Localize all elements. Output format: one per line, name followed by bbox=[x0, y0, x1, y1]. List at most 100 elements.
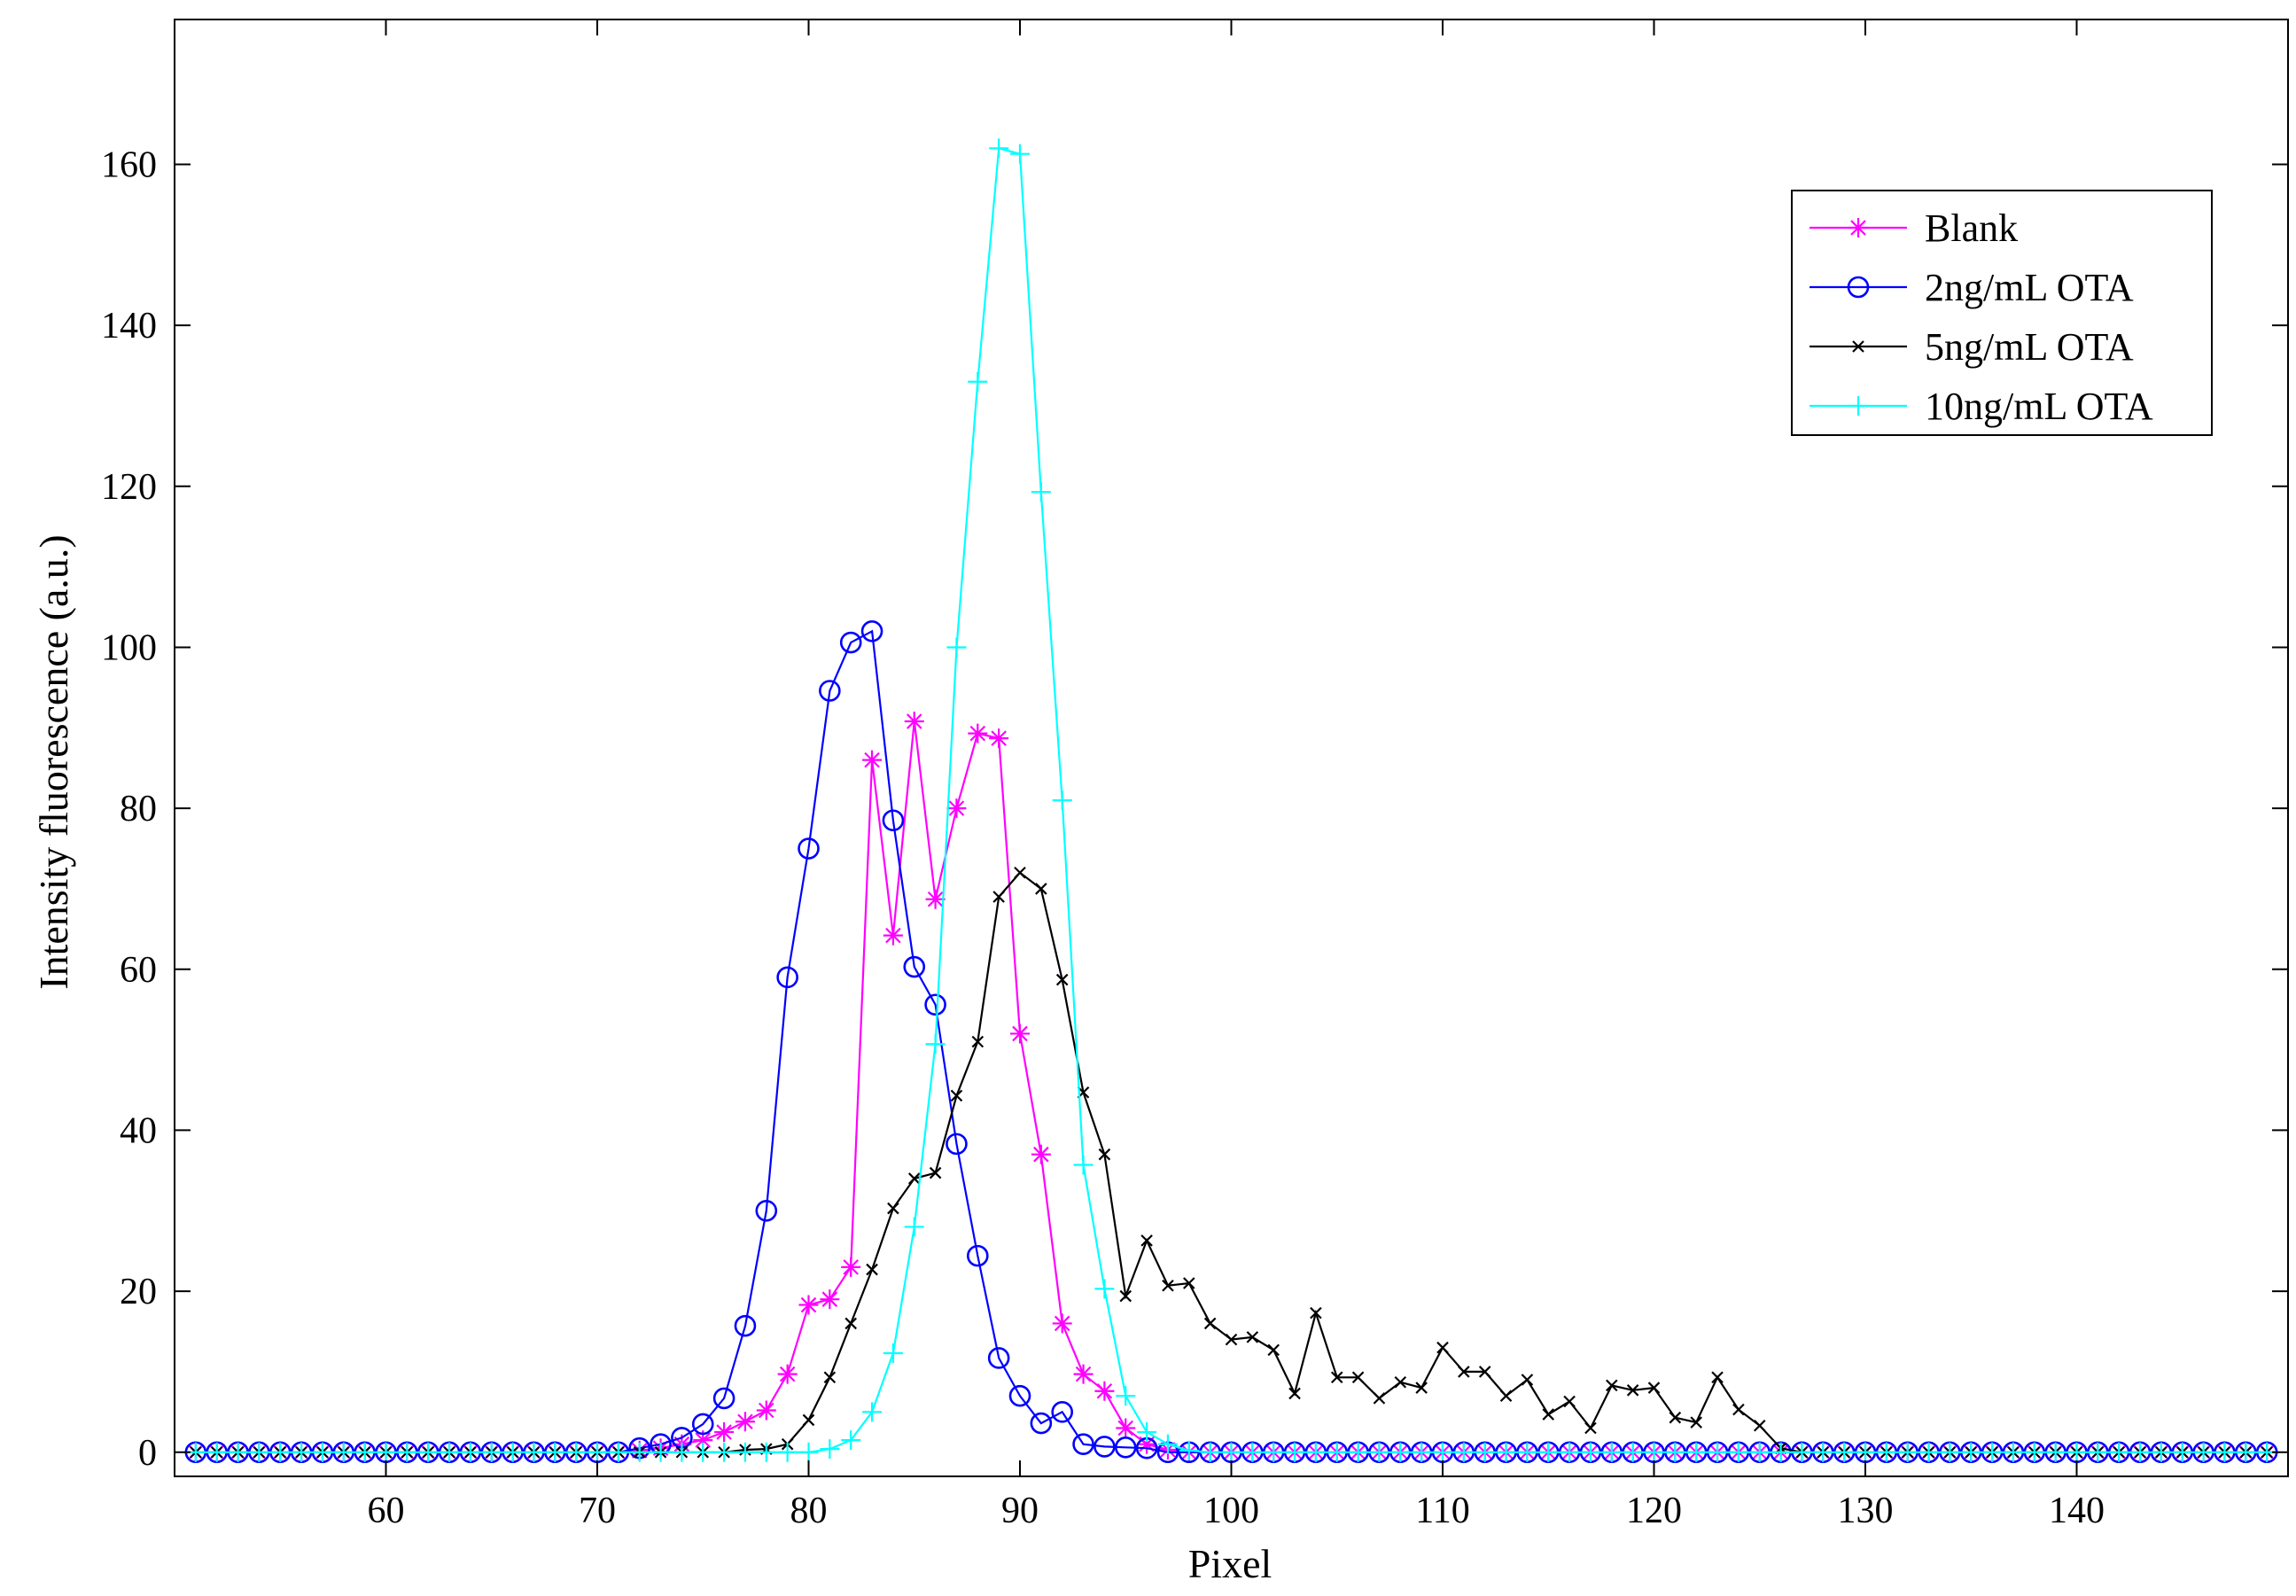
series-1-point bbox=[798, 1295, 819, 1315]
series-4-point-shape bbox=[206, 1442, 227, 1462]
x-tick-label: 100 bbox=[1203, 1491, 1259, 1531]
series-4-point-shape bbox=[1475, 1442, 1495, 1462]
series-4-point-shape bbox=[650, 1442, 671, 1462]
series-3-point-shape bbox=[1732, 1403, 1745, 1416]
series-4-point bbox=[1052, 790, 1072, 811]
series-4-point-shape bbox=[1919, 1442, 1939, 1462]
series-4-point bbox=[1412, 1442, 1432, 1462]
series-2-point-shape bbox=[1051, 1401, 1073, 1423]
series-4-point bbox=[862, 1402, 883, 1422]
series-4-point bbox=[1919, 1442, 1939, 1462]
series-4-point-shape bbox=[1517, 1442, 1537, 1462]
x-axis-title: Pixel bbox=[1188, 1541, 1273, 1586]
series-2-point-shape bbox=[755, 1199, 778, 1222]
series-1-point bbox=[777, 1364, 798, 1384]
series-2-point bbox=[712, 1387, 735, 1410]
series-4-point-shape bbox=[460, 1442, 480, 1462]
series-3-point bbox=[1014, 867, 1026, 879]
series-3-point-shape bbox=[1458, 1366, 1470, 1378]
series-4-point bbox=[629, 1442, 650, 1462]
series-3-point-shape bbox=[1140, 1234, 1153, 1247]
series-4-point-shape bbox=[672, 1442, 692, 1462]
series-4-point-shape bbox=[566, 1442, 587, 1462]
series-3-point bbox=[1711, 1371, 1724, 1384]
series-4-point bbox=[756, 1442, 776, 1462]
series-1-point bbox=[756, 1400, 776, 1421]
series-4-point-shape bbox=[1623, 1442, 1643, 1462]
series-4-point bbox=[397, 1442, 417, 1462]
series-1-point bbox=[946, 798, 967, 819]
series-2-point-shape bbox=[1114, 1436, 1137, 1459]
series-3-point bbox=[1606, 1379, 1618, 1392]
series-4-point bbox=[333, 1442, 354, 1462]
series-2-point bbox=[798, 837, 820, 860]
series-3-point-shape bbox=[1690, 1416, 1702, 1429]
series-4-point-shape bbox=[2066, 1442, 2087, 1462]
series-4-point bbox=[1580, 1442, 1600, 1462]
series-4-point bbox=[354, 1442, 375, 1462]
series-4-point-shape bbox=[292, 1442, 312, 1462]
series-4-point-shape bbox=[2003, 1442, 2023, 1462]
series-3-point-shape bbox=[1647, 1382, 1661, 1394]
series-4-point-shape bbox=[1686, 1442, 1707, 1462]
series-4-point-shape bbox=[376, 1442, 396, 1462]
series-3-point bbox=[1055, 973, 1069, 986]
series-4-point bbox=[1221, 1442, 1241, 1462]
series-2-point-shape bbox=[1008, 1384, 1031, 1407]
y-tick-label: 100 bbox=[101, 627, 157, 668]
series-4-point-shape bbox=[545, 1442, 565, 1462]
series-1-point bbox=[1116, 1418, 1136, 1438]
series-3-point-shape bbox=[1225, 1333, 1238, 1346]
series-4-point bbox=[946, 637, 967, 658]
series-4-point-shape bbox=[1200, 1442, 1220, 1462]
series-4-point bbox=[1475, 1442, 1495, 1462]
series-3-point-shape bbox=[1330, 1371, 1343, 1384]
series-2-point bbox=[1051, 1401, 1073, 1423]
series-3-point-shape bbox=[929, 1166, 942, 1179]
series-2-point-shape bbox=[734, 1314, 757, 1337]
series-4-point bbox=[1517, 1442, 1537, 1462]
x-tick-label: 90 bbox=[1001, 1491, 1039, 1531]
series-4-point bbox=[1644, 1442, 1664, 1462]
series-3-point-shape bbox=[1119, 1289, 1132, 1303]
series-4-point-shape bbox=[1771, 1442, 1791, 1462]
series-2-point-shape bbox=[1094, 1436, 1116, 1458]
series-1-point bbox=[1031, 1144, 1051, 1164]
series-1-point-shape bbox=[777, 1364, 798, 1384]
series-4-point bbox=[1496, 1442, 1516, 1462]
series-4-point-shape bbox=[1327, 1442, 1347, 1462]
series-4-point-shape bbox=[588, 1442, 607, 1462]
legend-swatch-marker-shape bbox=[1847, 276, 1870, 299]
series-4-point bbox=[693, 1442, 713, 1462]
series-2-point-shape bbox=[839, 631, 862, 654]
y-tick-label: 120 bbox=[101, 467, 157, 508]
series-4-point bbox=[925, 1034, 946, 1055]
series-3-point bbox=[1373, 1392, 1386, 1405]
y-tick-label: 40 bbox=[120, 1110, 157, 1151]
series-4-point bbox=[1094, 1279, 1115, 1299]
series-4-point-shape bbox=[925, 1034, 946, 1055]
series-4-point bbox=[1327, 1442, 1347, 1462]
series-3-point bbox=[1351, 1371, 1365, 1384]
series-2-point bbox=[1030, 1412, 1053, 1435]
series-4-point-shape bbox=[1453, 1442, 1474, 1462]
series-2-point-shape bbox=[819, 680, 841, 702]
series-3-point bbox=[1035, 883, 1047, 895]
series-2-point-shape bbox=[967, 1244, 989, 1267]
series-4-point-shape bbox=[1749, 1442, 1770, 1462]
series-4-point bbox=[2024, 1442, 2044, 1462]
series-4-point bbox=[2003, 1442, 2023, 1462]
series-4-point bbox=[2130, 1442, 2151, 1462]
series-4-point-shape bbox=[1601, 1442, 1622, 1462]
series-3-point-shape bbox=[802, 1413, 815, 1427]
series-3-point bbox=[1542, 1408, 1555, 1421]
series-4-point bbox=[1348, 1442, 1368, 1462]
series-4-point bbox=[1073, 1155, 1094, 1175]
series-1-point bbox=[1052, 1313, 1072, 1334]
legend: Blank 2ng/mL OTA 5ng/mL OTA 10ng/mL OTA bbox=[1791, 190, 2213, 436]
series-3-point bbox=[1584, 1421, 1597, 1435]
series-4-point-shape bbox=[904, 1217, 924, 1237]
series-1-point-shape bbox=[1073, 1364, 1094, 1384]
series-1-point bbox=[1010, 1024, 1030, 1044]
series-4-point bbox=[1116, 1386, 1136, 1406]
